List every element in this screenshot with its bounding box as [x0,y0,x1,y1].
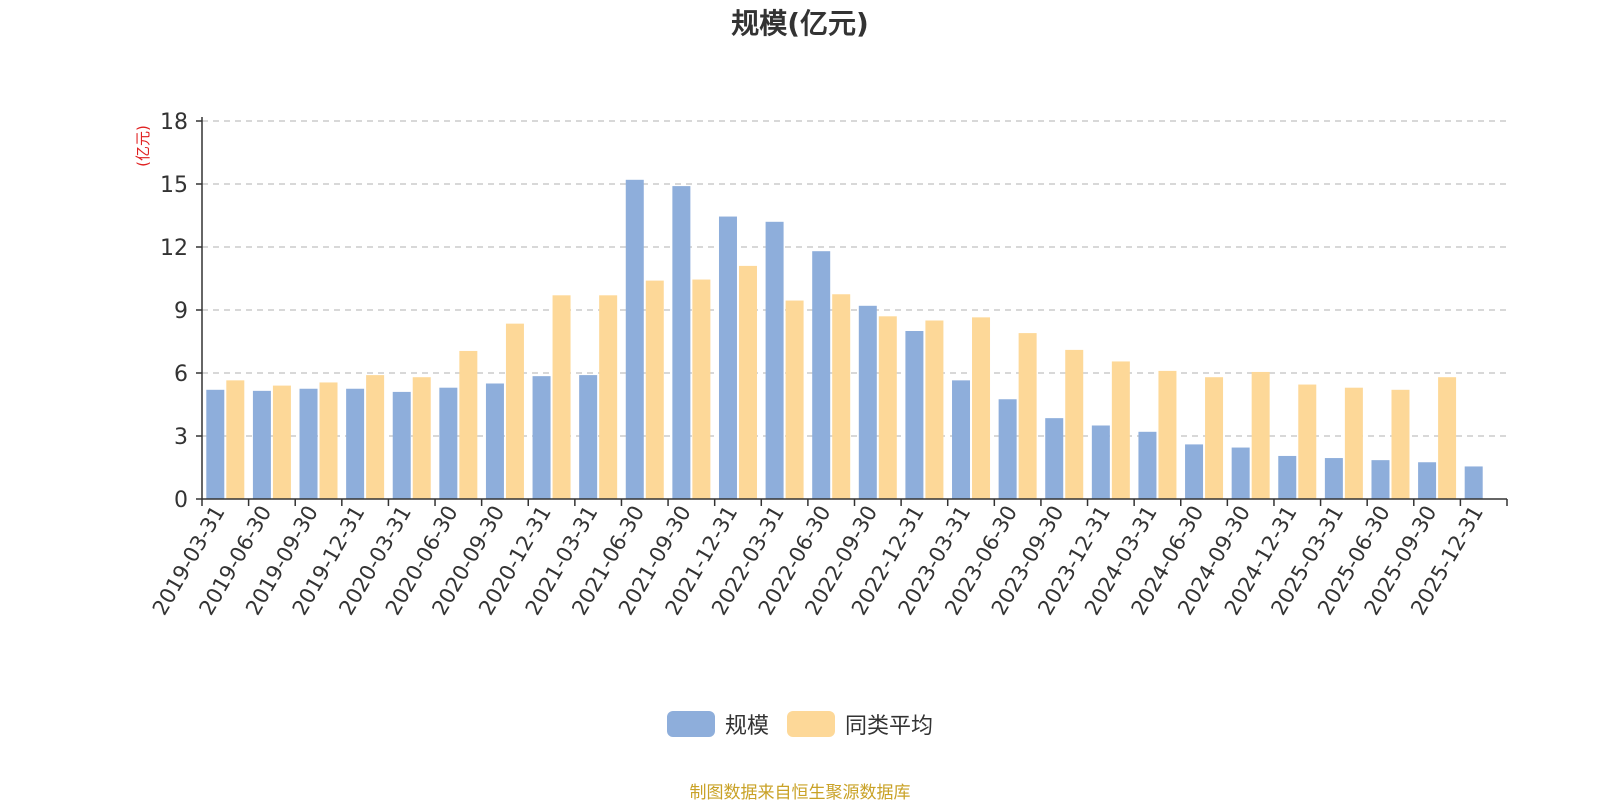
bar-s1-2021-03-31 [599,295,618,499]
y-tick-label-15: 15 [160,173,188,198]
bar-s0-2020-12-31 [532,376,551,499]
bar-s0-2020-06-30 [439,387,458,499]
legend: 规模 同类平均 [0,708,1600,740]
y-tick-label-12: 12 [160,236,188,261]
bar-s1-2022-09-30 [878,316,897,499]
bar-s0-2023-06-30 [998,399,1017,499]
y-tick-label-3: 3 [174,425,188,450]
bar-s1-2019-09-30 [319,382,338,499]
bar-s1-2023-03-31 [972,317,991,499]
bar-s0-2024-09-30 [1231,447,1250,499]
y-tick-label-0: 0 [174,488,188,513]
source-note: 制图数据来自恒生聚源数据库 [689,783,911,803]
legend-item-scale[interactable]: 规模 [666,708,769,740]
y-axis-unit-label: (亿元) [134,125,152,167]
bar-s0-2019-06-30 [252,390,271,499]
bar-s1-2020-12-31 [552,295,571,499]
bar-s1-2022-03-31 [785,300,804,499]
bar-s1-2025-09-30 [1438,377,1457,499]
legend-label-scale: 规模 [724,714,769,739]
bar-s1-2021-12-31 [738,265,757,499]
bar-s1-2019-06-30 [272,385,291,499]
bar-s1-2024-06-30 [1205,377,1224,499]
legend-swatch-peer-average [787,711,835,737]
bar-s0-2024-03-31 [1138,431,1157,499]
bar-s0-2025-12-31 [1464,466,1483,499]
bar-s0-2021-12-31 [718,216,737,500]
bar-s0-2023-03-31 [952,380,971,499]
bar-s0-2022-06-30 [812,251,831,499]
bar-s0-2022-12-31 [905,331,924,499]
bar-s1-2020-03-31 [412,377,431,499]
bar-s1-2020-09-30 [505,323,524,499]
y-tick-label-9: 9 [174,299,188,324]
bar-s1-2023-06-30 [1018,333,1037,499]
bar-s0-2020-03-31 [392,391,411,499]
bar-s1-2024-03-31 [1158,370,1177,499]
bar-s0-2019-12-31 [346,388,365,499]
bar-s0-2022-03-31 [765,221,784,500]
bar-s0-2023-12-31 [1091,425,1110,499]
bar-s0-2021-09-30 [672,186,691,499]
bar-s1-2024-09-30 [1251,371,1270,499]
legend-swatch-scale [666,711,715,737]
bar-s1-2020-06-30 [459,350,478,499]
legend-label-peer-average: 同类平均 [845,714,934,739]
bar-s0-2023-09-30 [1045,418,1064,499]
bar-s0-2025-03-31 [1324,458,1343,499]
chart-title: 规模(亿元) [731,7,869,40]
bar-s0-2019-09-30 [299,388,318,499]
bar-s1-2025-06-30 [1391,389,1410,499]
bar-s0-2025-09-30 [1418,462,1437,499]
bar-s1-2022-12-31 [925,320,944,499]
bars [206,179,1483,500]
bar-s0-2020-09-30 [485,383,504,499]
bar-s1-2023-12-31 [1111,361,1130,499]
bar-s0-2021-06-30 [625,179,644,500]
bar-s1-2021-06-30 [645,280,664,499]
bar-s1-2022-06-30 [832,294,851,499]
bar-s0-2022-09-30 [858,305,877,499]
bar-s0-2025-06-30 [1371,460,1390,499]
legend-item-peer-average[interactable]: 同类平均 [787,708,933,740]
bar-s0-2024-06-30 [1185,444,1204,499]
y-tick-label-18: 18 [160,110,188,135]
bar-s0-2024-12-31 [1278,455,1297,499]
bar-s1-2019-12-31 [366,375,385,499]
gridlines [202,120,1507,437]
y-tick-label-6: 6 [174,362,188,387]
bar-s1-2024-12-31 [1298,384,1317,499]
bar-s1-2023-09-30 [1065,349,1084,499]
bar-s1-2021-09-30 [692,279,711,499]
bar-s0-2019-03-31 [206,389,225,499]
bar-s1-2025-03-31 [1344,387,1363,499]
bar-s1-2019-03-31 [226,380,245,499]
bar-s0-2021-03-31 [579,375,598,499]
